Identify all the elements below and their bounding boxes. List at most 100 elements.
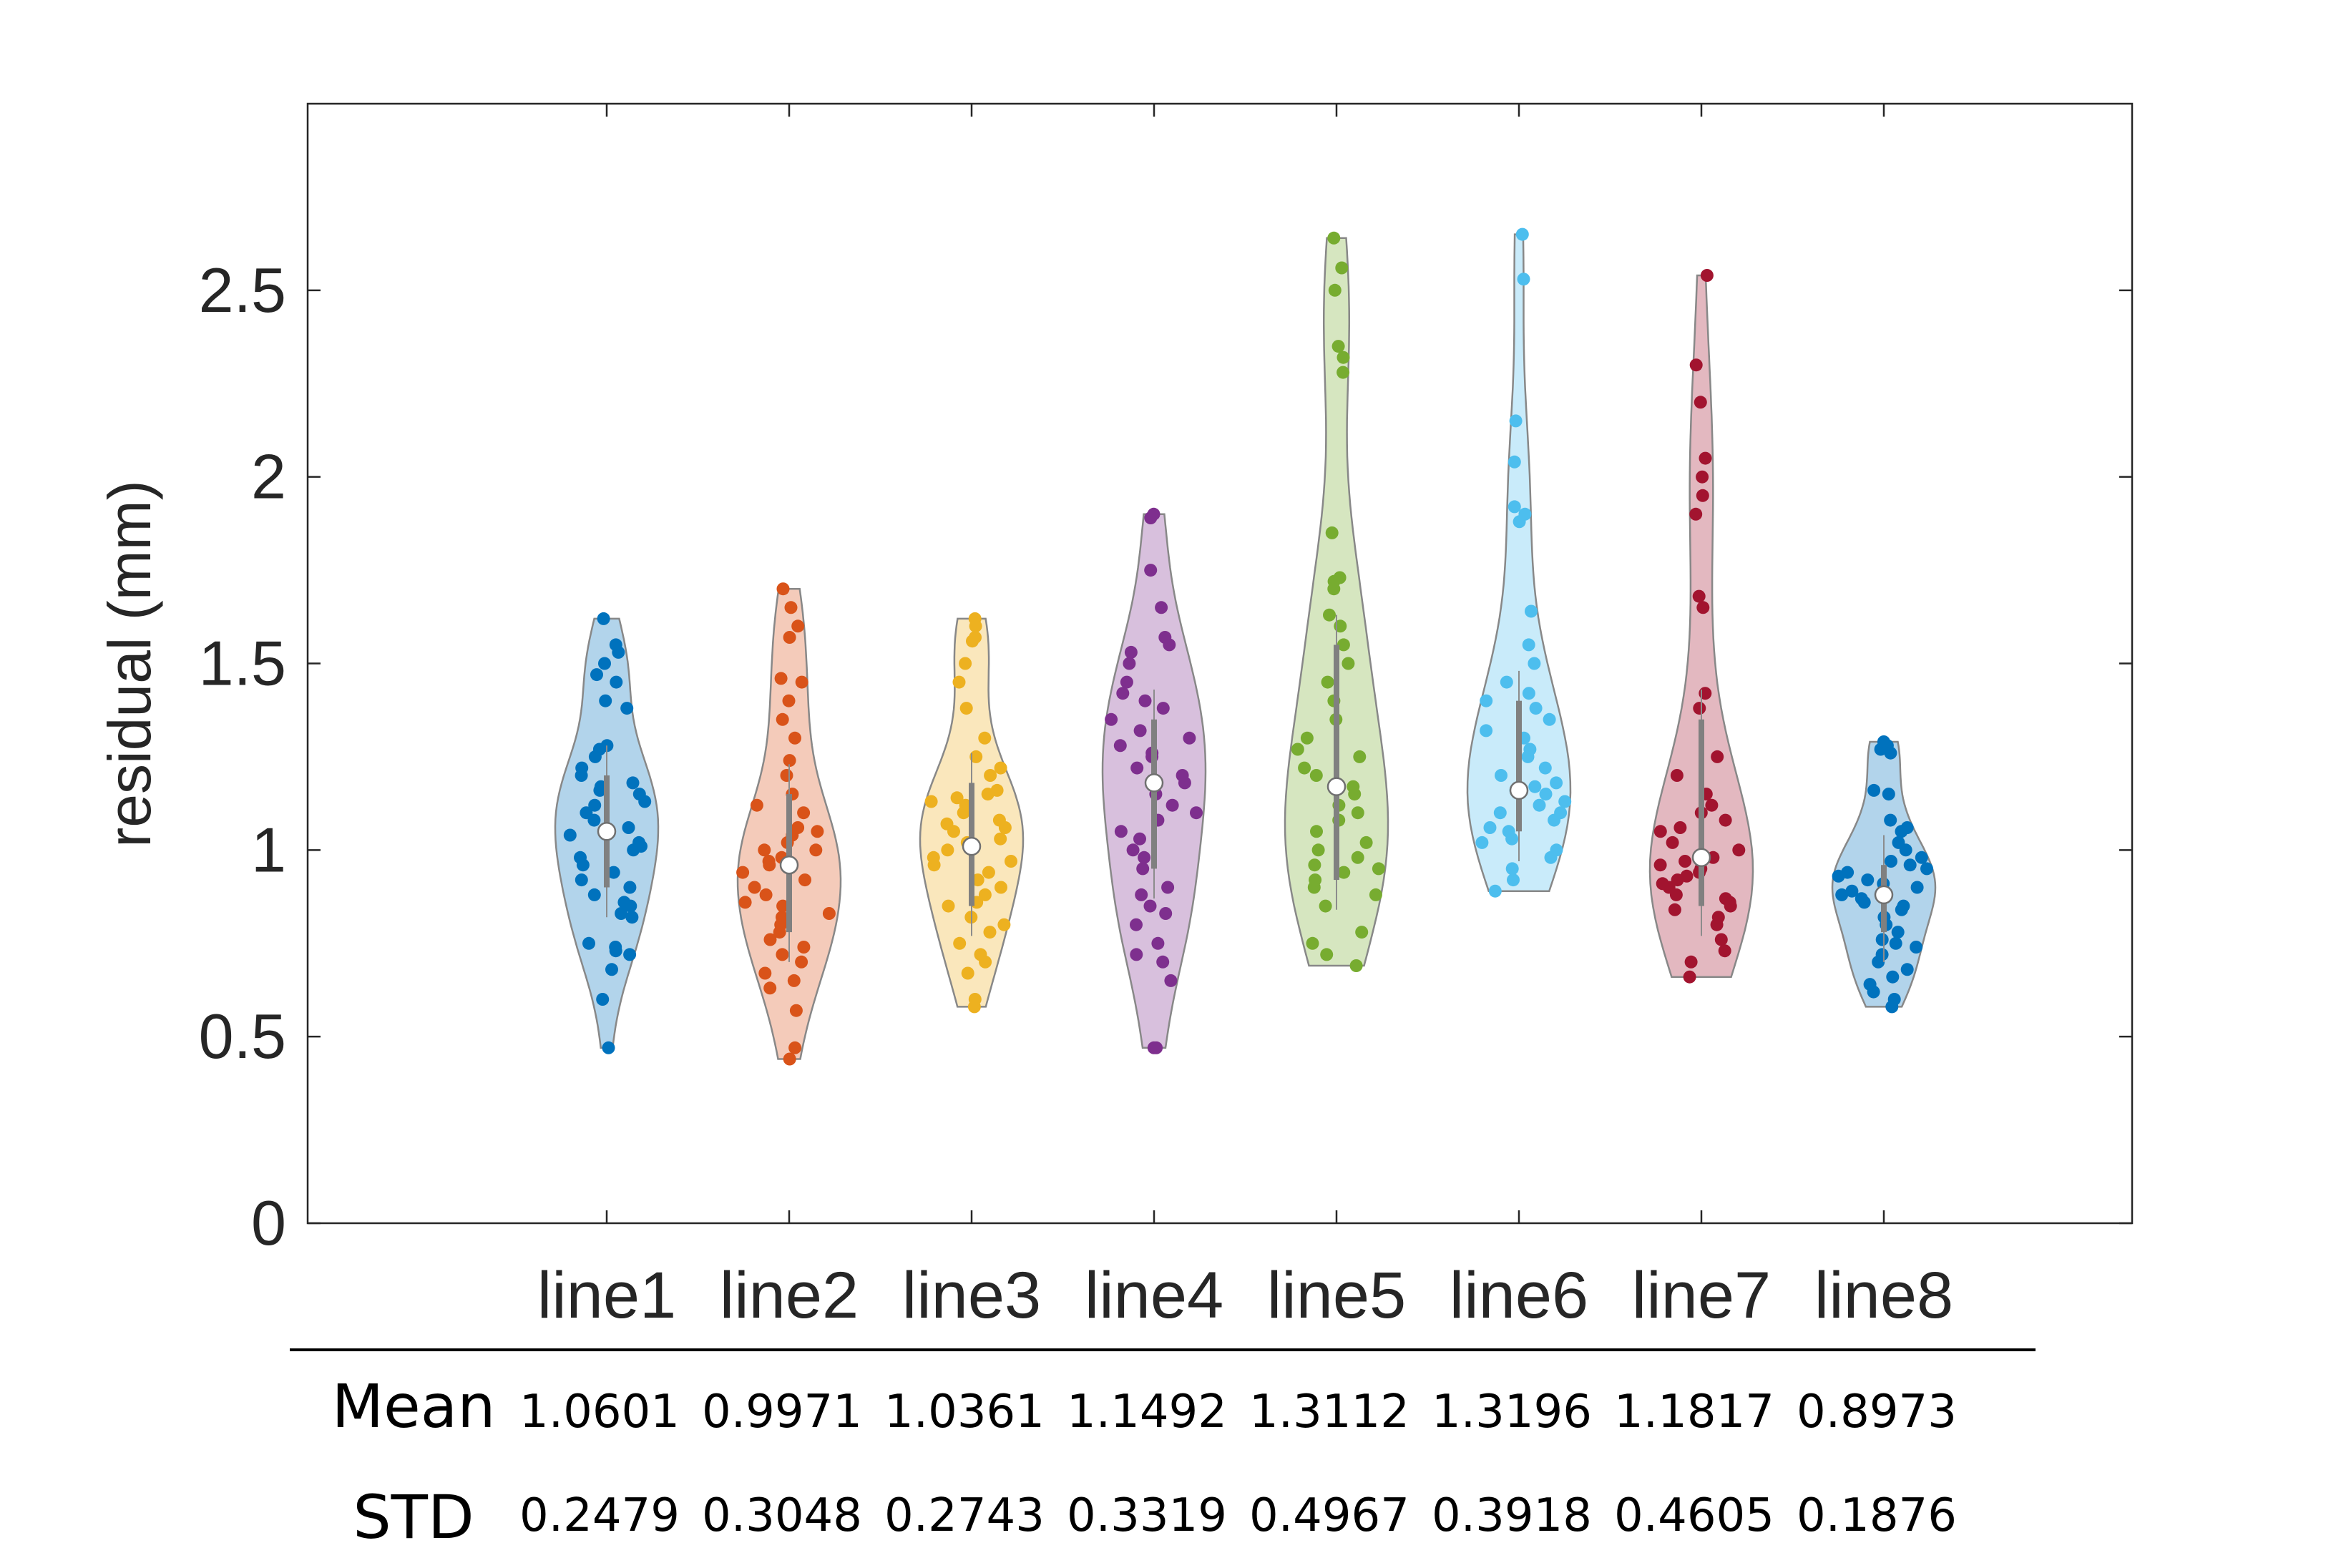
std-row-label: STD (353, 1482, 474, 1552)
data-point (1696, 489, 1709, 502)
data-point (1337, 866, 1351, 879)
median-marker (1874, 885, 1894, 905)
data-point (1841, 866, 1855, 879)
data-point (969, 631, 982, 644)
data-point (1156, 955, 1170, 969)
data-point (1910, 941, 1923, 954)
data-point (1877, 735, 1890, 748)
data-point (1692, 589, 1706, 603)
mean-value: 0.8973 (1797, 1386, 1957, 1439)
violin-line2 (736, 582, 842, 1066)
data-point (1126, 843, 1140, 857)
x-category-label: line8 (1814, 1259, 1953, 1332)
violin-body (1648, 274, 1754, 978)
std-value: 0.3319 (1067, 1489, 1227, 1542)
iqr-box (1699, 719, 1704, 906)
data-point (1005, 855, 1017, 868)
data-point (1495, 769, 1507, 782)
data-point (1523, 743, 1537, 756)
data-point (1885, 855, 1897, 868)
data-point (1666, 836, 1679, 849)
data-point (941, 843, 954, 857)
data-point (1372, 862, 1385, 876)
data-point (1903, 858, 1917, 872)
data-point (763, 933, 777, 946)
data-point (927, 851, 940, 864)
std-value: 0.3918 (1432, 1489, 1592, 1542)
data-point (626, 776, 640, 790)
data-point (978, 731, 992, 745)
data-point (1369, 888, 1382, 901)
data-point (1538, 761, 1552, 775)
data-point (1897, 899, 1910, 913)
data-point (1123, 657, 1136, 670)
data-point (959, 702, 973, 715)
data-point (605, 963, 618, 976)
data-point (1480, 724, 1493, 738)
data-point (582, 936, 595, 950)
data-point (1656, 877, 1669, 891)
data-point (736, 866, 750, 879)
data-point (575, 761, 589, 775)
data-point (1696, 601, 1710, 614)
data-point (1910, 881, 1924, 894)
data-point (994, 832, 1007, 846)
data-point (1133, 832, 1146, 846)
data-point (1845, 884, 1859, 898)
violin-line8 (1831, 735, 1937, 1014)
mean-row-label: Mean (332, 1371, 496, 1441)
data-point (1732, 843, 1746, 857)
data-point (780, 769, 793, 782)
data-point (1124, 645, 1138, 659)
data-point (1517, 273, 1530, 286)
data-point (1875, 933, 1889, 946)
data-point (1147, 507, 1160, 521)
data-point (1475, 836, 1489, 849)
data-point (776, 582, 790, 596)
data-point (797, 941, 811, 954)
data-point (942, 899, 955, 913)
data-point (811, 825, 824, 838)
data-point (969, 750, 983, 763)
data-point (978, 888, 992, 901)
y-tick-label: 0.5 (199, 1001, 286, 1072)
data-point (1529, 702, 1543, 715)
median-marker (1144, 773, 1164, 793)
data-point (1533, 798, 1546, 812)
data-point (1155, 601, 1168, 614)
data-point (1891, 926, 1905, 939)
data-point (1887, 993, 1901, 1006)
data-point (1711, 911, 1725, 924)
data-point (1693, 702, 1706, 715)
data-point (992, 813, 1006, 827)
data-point (762, 855, 776, 868)
data-point (797, 806, 811, 820)
data-point (1342, 657, 1355, 670)
data-point (1696, 470, 1709, 484)
data-point (1719, 813, 1732, 827)
data-point (1321, 675, 1334, 689)
violin-line4 (1101, 507, 1207, 1054)
data-point (809, 843, 823, 857)
data-point (1711, 750, 1724, 763)
data-point (1670, 769, 1684, 782)
data-point (738, 896, 752, 909)
data-point (789, 1004, 803, 1017)
data-point (1528, 657, 1541, 670)
data-point (602, 1041, 615, 1054)
data-point (587, 888, 601, 901)
data-point (1150, 1041, 1163, 1054)
data-point (620, 702, 634, 715)
data-point (1359, 836, 1373, 849)
data-point (1507, 455, 1521, 469)
data-point (1133, 724, 1147, 738)
data-point (1502, 825, 1515, 838)
data-point (1718, 944, 1731, 958)
median-marker (597, 822, 617, 841)
data-point (959, 657, 972, 670)
data-point (588, 798, 602, 812)
data-point (995, 881, 1007, 894)
iqr-box (1516, 700, 1522, 832)
data-point (580, 806, 593, 820)
